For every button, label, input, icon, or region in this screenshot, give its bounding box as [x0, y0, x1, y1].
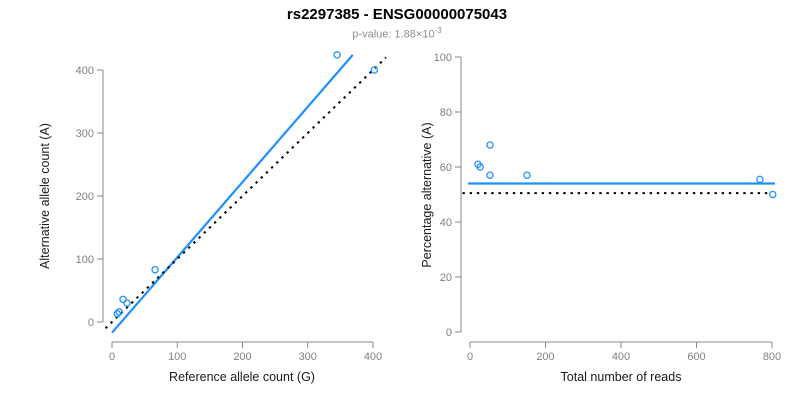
data-point: [119, 295, 127, 304]
data-point: [115, 308, 123, 316]
y-tick-label: 400: [76, 65, 94, 77]
y-tick-label: 0: [88, 317, 94, 329]
y-tick-label: 80: [440, 107, 452, 119]
x-axis-label: Total number of reads: [561, 370, 682, 384]
y-tick-label: 40: [440, 217, 452, 229]
data-point: [370, 66, 379, 74]
x-tick-label: 0: [467, 351, 473, 363]
y-tick-label: 100: [76, 254, 94, 266]
x-tick-label: 800: [763, 351, 781, 363]
x-tick-label: 100: [168, 351, 186, 363]
percentage-vs-reads-scatter: 0 20 40 60 80 100 0 200 400 600 800 Total number of…: [420, 52, 781, 384]
y-tick-label: 0: [446, 327, 452, 339]
x-tick-label: 600: [687, 351, 705, 363]
allele-counts-scatter: 0 100 200 300 400 0 100 200 300 400 Reference alle…: [38, 51, 387, 384]
p-value-subtitle: p-value: 1.88×10-3: [0, 26, 794, 41]
y-axis-label: Alternative allele count (A): [38, 123, 52, 269]
x-axis-label: Reference allele count (G): [169, 370, 315, 384]
p-value-exponent: -3: [434, 26, 442, 35]
y-tick-label: 60: [440, 162, 452, 174]
y-tick-label: 200: [76, 191, 94, 203]
x-tick-label: 400: [364, 351, 382, 363]
data-point: [486, 141, 494, 149]
x-tick-label: 300: [299, 351, 317, 363]
data-point: [523, 171, 531, 179]
y-tick-label: 300: [76, 128, 94, 140]
p-value-label: p-value:: [352, 28, 395, 41]
x-tick-label: 200: [233, 351, 251, 363]
identity-line: [104, 56, 387, 330]
data-point: [113, 310, 121, 318]
data-point: [769, 190, 777, 199]
data-point: [151, 265, 159, 274]
data-point: [123, 299, 131, 307]
data-point: [476, 163, 484, 171]
x-tick-label: 0: [109, 351, 115, 363]
x-tick-label: 200: [536, 351, 554, 363]
p-value-mantissa: 1.88×10: [394, 28, 435, 41]
regression-line: [111, 54, 354, 334]
y-tick-label: 100: [434, 52, 452, 64]
y-axis-label: Percentage alternative (A): [420, 122, 434, 267]
data-point: [756, 175, 764, 184]
y-tick-label: 20: [440, 272, 452, 284]
plot-title: rs2297385 - ENSG00000075043: [286, 6, 508, 23]
data-point: [486, 171, 494, 179]
data-point: [333, 51, 341, 59]
x-tick-label: 400: [612, 351, 630, 363]
